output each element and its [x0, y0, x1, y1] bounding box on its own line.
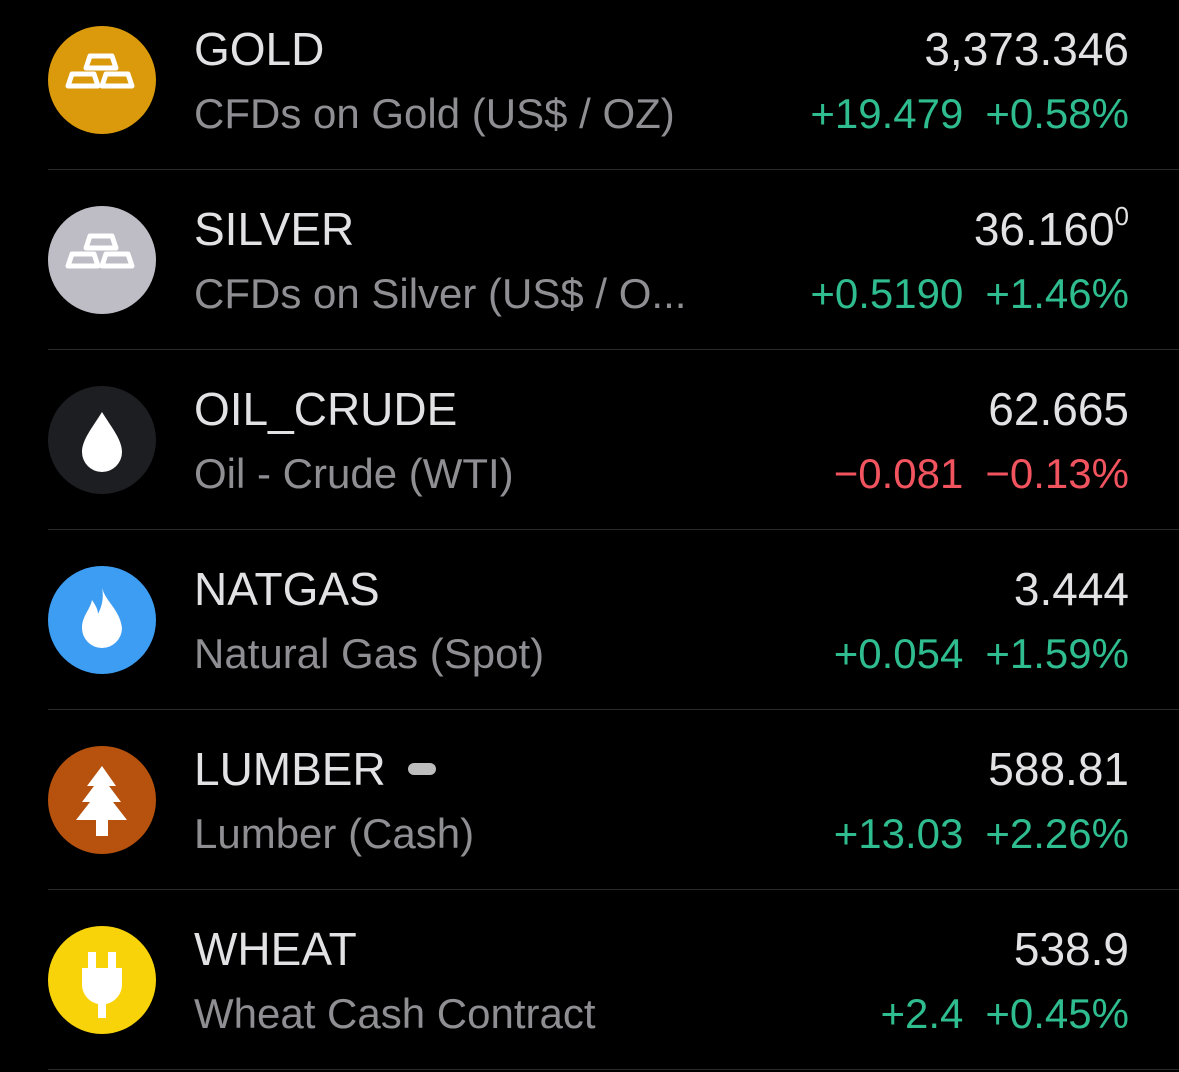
symbol: OIL_CRUDE	[194, 382, 457, 436]
change-percent: +0.45%	[985, 990, 1129, 1037]
price: 62.665	[988, 382, 1129, 436]
price-value: 538.9	[1013, 923, 1129, 975]
symbol-text: OIL_CRUDE	[194, 383, 458, 435]
change: +19.479 +0.58%	[810, 90, 1129, 138]
change-percent: +0.58%	[985, 90, 1129, 137]
instrument-icon	[48, 206, 156, 314]
instrument-row[interactable]: SILVER CFDs on Silver (US$ / O... 36.1600 +…	[0, 170, 1179, 350]
instrument-icon	[48, 746, 156, 854]
description: Wheat Cash Contract	[194, 990, 596, 1037]
price: 36.1600	[974, 202, 1129, 256]
price: 3.444	[1014, 562, 1129, 616]
instrument-row[interactable]: GOLD CFDs on Gold (US$ / OZ) 3,373.346 +19.…	[0, 0, 1179, 170]
symbol-text: SILVER	[194, 203, 355, 255]
symbol-text: NATGAS	[194, 563, 380, 615]
price-value: 36.160	[973, 203, 1115, 255]
description: Oil - Crude (WTI)	[194, 450, 514, 497]
change-value: +0.054	[833, 630, 964, 677]
symbol: WHEAT	[194, 922, 357, 976]
separator	[48, 529, 1179, 530]
description: CFDs on Silver (US$ / O...	[194, 270, 687, 317]
price: 538.9	[1014, 922, 1129, 976]
separator	[48, 349, 1179, 350]
instrument-row[interactable]: LUMBER Lumber (Cash) 588.81 +13.03 +2.26%	[0, 710, 1179, 890]
symbol: SILVER	[194, 202, 354, 256]
separator	[48, 169, 1179, 170]
price-value: 62.665	[988, 383, 1129, 435]
price: 588.81	[988, 742, 1129, 796]
status-badge	[407, 763, 436, 775]
change: +0.5190 +1.46%	[810, 270, 1129, 318]
separator	[48, 709, 1179, 710]
change-value: +13.03	[833, 810, 964, 857]
change-percent: +2.26%	[985, 810, 1129, 857]
symbol-text: WHEAT	[194, 923, 357, 975]
change-value: +2.4	[880, 990, 964, 1037]
change-value: +0.5190	[810, 270, 964, 317]
price-superscript: 0	[1114, 201, 1129, 231]
change-value: −0.081	[833, 450, 964, 497]
instrument-row[interactable]: NATGAS Natural Gas (Spot) 3.444 +0.054 +1.59…	[0, 530, 1179, 710]
separator	[48, 889, 1179, 890]
instrument-icon	[48, 26, 156, 134]
price: 3,373.346	[924, 22, 1129, 76]
symbol: GOLD	[194, 22, 324, 76]
change: −0.081 −0.13%	[834, 450, 1129, 498]
description: CFDs on Gold (US$ / OZ)	[194, 90, 675, 137]
change: +0.054 +1.59%	[834, 630, 1129, 678]
change: +13.03 +2.26%	[834, 810, 1129, 858]
change-percent: −0.13%	[985, 450, 1129, 497]
symbol: NATGAS	[194, 562, 380, 616]
change-percent: +1.59%	[985, 630, 1129, 677]
symbol: LUMBER	[194, 742, 436, 796]
symbol-text: LUMBER	[194, 743, 386, 795]
change-value: +19.479	[810, 90, 964, 137]
instrument-icon	[48, 386, 156, 494]
instrument-row[interactable]: WHEAT Wheat Cash Contract 538.9 +2.4 +0.45%	[0, 890, 1179, 1070]
price-value: 3,373.346	[924, 23, 1129, 75]
instrument-row[interactable]: OIL_CRUDE Oil - Crude (WTI) 62.665 −0.081 −0…	[0, 350, 1179, 530]
description: Lumber (Cash)	[194, 810, 475, 857]
instrument-icon	[48, 926, 156, 1034]
price-value: 3.444	[1013, 563, 1129, 615]
change-percent: +1.46%	[985, 270, 1129, 317]
separator	[48, 1069, 1179, 1070]
symbol-text: GOLD	[194, 23, 325, 75]
price-value: 588.81	[988, 743, 1129, 795]
description: Natural Gas (Spot)	[194, 630, 545, 677]
change: +2.4 +0.45%	[880, 990, 1129, 1038]
instrument-icon	[48, 566, 156, 674]
